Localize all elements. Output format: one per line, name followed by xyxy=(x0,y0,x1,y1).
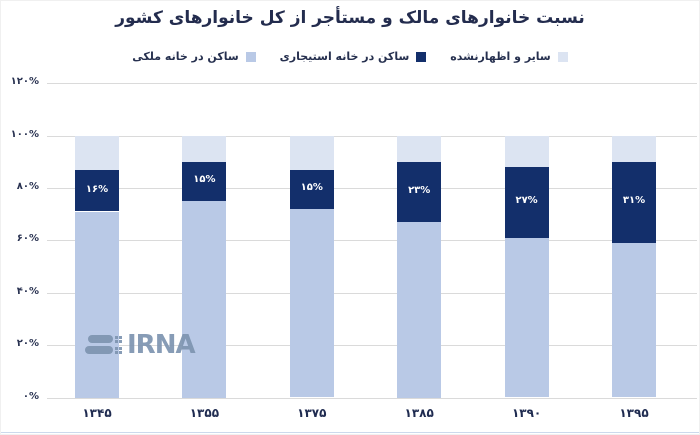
y-axis-tick-label: ۱۲۰% xyxy=(10,76,39,88)
x-axis-category-label: ۱۳۷۵ xyxy=(297,405,327,420)
legend-swatch-icon xyxy=(416,51,427,62)
bar-segment-rented: ۲۷% xyxy=(504,166,549,238)
bar-segment-rented: ۱۵% xyxy=(289,169,334,209)
x-axis-category-label: ۱۳۴۵ xyxy=(82,405,112,420)
y-axis-tick-label: ۱۰۰% xyxy=(10,128,39,140)
bar-segment-rented: ۱۵% xyxy=(182,161,227,201)
bar-segment-other xyxy=(289,135,334,170)
y-axis-tick-label: ۰% xyxy=(22,390,39,402)
bar-value-label: ۲۳% xyxy=(408,184,431,196)
bar-segment-owner xyxy=(612,242,656,398)
bar-value-label: ۱۵% xyxy=(193,174,216,186)
legend-item-rented: ساکن در خانه استیجاری xyxy=(280,50,427,63)
bar-value-label: ۱۶% xyxy=(85,183,109,195)
gridline xyxy=(47,83,697,85)
bar-segment-other xyxy=(182,135,227,162)
legend-swatch-icon xyxy=(245,51,256,62)
gridline xyxy=(47,397,697,399)
x-axis-category-label: ۱۳۹۰ xyxy=(511,405,542,420)
bar-segment-rented: ۳۱% xyxy=(612,161,656,243)
bar-segment-other xyxy=(397,135,442,162)
x-axis-category-label: ۱۳۸۵ xyxy=(404,405,434,420)
legend-swatch-icon xyxy=(557,51,568,62)
y-axis-tick-label: ۲۰% xyxy=(16,338,39,350)
bar-segment-other xyxy=(75,135,119,170)
bar-value-label: ۲۷% xyxy=(515,195,538,207)
gridline xyxy=(47,187,697,189)
x-axis-category-label: ۱۳۹۵ xyxy=(619,405,649,420)
y-axis-tick-label: ۴۰% xyxy=(16,285,39,297)
gridline xyxy=(47,292,697,294)
gridline xyxy=(47,345,697,347)
y-axis-tick-label: ۸۰% xyxy=(16,180,39,192)
legend-item-owner: ساکن در خانه ملکی xyxy=(132,50,256,63)
bar-value-label: ۳۱% xyxy=(622,195,646,207)
legend-item-other: سایر و اظهارنشده xyxy=(450,50,568,63)
legend: سایر و اظهارنشده ساکن در خانه استیجاری ساک… xyxy=(1,50,699,63)
bar-value-label: ۱۵% xyxy=(300,182,323,194)
bar-segment-owner xyxy=(182,201,227,398)
bar-segment-other xyxy=(612,135,656,162)
bar-segment-rented: ۱۶% xyxy=(75,169,119,212)
legend-label: ساکن در خانه استیجاری xyxy=(279,50,410,63)
gridline xyxy=(47,240,697,242)
gridline xyxy=(47,135,697,137)
chart-title: نسبت خانوارهای مالک و مستأجر از کل خانوا… xyxy=(115,8,585,28)
bar-segment-rented: ۲۳% xyxy=(397,161,442,222)
bottom-divider xyxy=(1,432,699,433)
legend-label: سایر و اظهارنشده xyxy=(450,50,551,63)
y-axis-tick-label: ۶۰% xyxy=(16,233,39,245)
bar-segment-owner xyxy=(289,208,334,398)
bar-segment-owner xyxy=(75,211,119,398)
legend-label: ساکن در خانه ملکی xyxy=(132,50,239,63)
x-axis-category-label: ۱۳۵۵ xyxy=(189,405,220,420)
bar-segment-owner xyxy=(397,222,442,398)
bar-segment-other xyxy=(504,135,549,167)
bar-segment-owner xyxy=(504,237,549,398)
